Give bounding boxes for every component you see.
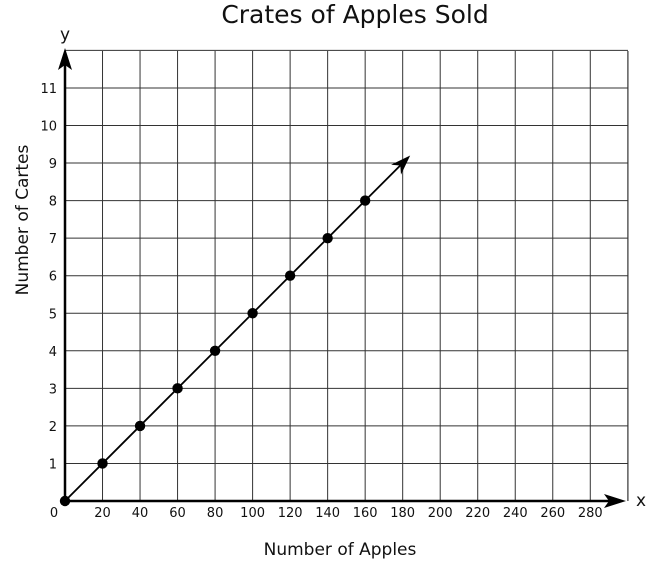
data-point <box>322 232 333 244</box>
y-axis-label: Number of Cartes <box>13 144 33 296</box>
x-tick-label: 20 <box>94 506 111 521</box>
y-tick-label: 10 <box>40 120 57 135</box>
x-tick-label: 40 <box>132 506 149 521</box>
data-point <box>134 420 146 432</box>
axes: xy <box>58 25 646 511</box>
x-axis-letter: x <box>636 491 646 511</box>
x-axis-label: Number of Apples <box>263 540 417 560</box>
x-tick-label: 260 <box>540 506 565 521</box>
y-tick-label: 4 <box>49 345 57 360</box>
x-tick-label: 180 <box>390 506 415 521</box>
y-tick-label: 9 <box>49 157 57 172</box>
y-tick-label: 6 <box>49 270 57 285</box>
y-axis-arrow <box>58 48 72 70</box>
y-tick-label: 11 <box>40 82 57 97</box>
y-tick-label: 3 <box>49 382 57 397</box>
series-arrowhead <box>391 155 411 175</box>
x-tick-label: 120 <box>278 506 303 521</box>
y-tick-label: 8 <box>49 195 57 210</box>
data-point <box>247 308 258 319</box>
data-point <box>209 345 221 356</box>
x-tick-label: 80 <box>207 506 224 521</box>
y-tick-label: 1 <box>49 457 57 472</box>
grid <box>65 49 629 501</box>
x-tick-label: 100 <box>240 506 265 521</box>
data-point <box>97 458 108 469</box>
y-axis-letter: y <box>60 25 70 45</box>
x-tick-label: 200 <box>428 506 453 521</box>
x-tick-label: 220 <box>465 506 490 521</box>
data-point <box>59 495 71 507</box>
series-line <box>64 161 404 502</box>
series <box>59 155 411 507</box>
x-tick-label: 160 <box>353 506 378 521</box>
x-axis-arrow <box>604 494 626 508</box>
data-point <box>359 195 371 206</box>
y-tick-label: 2 <box>49 420 57 435</box>
x-tick-label: 280 <box>578 506 603 521</box>
x-tick-label: 240 <box>503 506 528 521</box>
data-point <box>172 383 183 394</box>
x-tick-label: 140 <box>315 506 340 521</box>
data-point <box>284 270 296 281</box>
chart-title: Crates of Apples Sold <box>221 0 489 29</box>
origin-label: 0 <box>50 506 58 521</box>
x-tick-label: 60 <box>169 506 186 521</box>
y-tick-label: 5 <box>49 307 57 322</box>
tick-labels: 0 20 40 60 80 100 120 140 160 180 200 220 240 260 280 1… <box>40 82 602 521</box>
y-tick-label: 7 <box>49 232 57 247</box>
